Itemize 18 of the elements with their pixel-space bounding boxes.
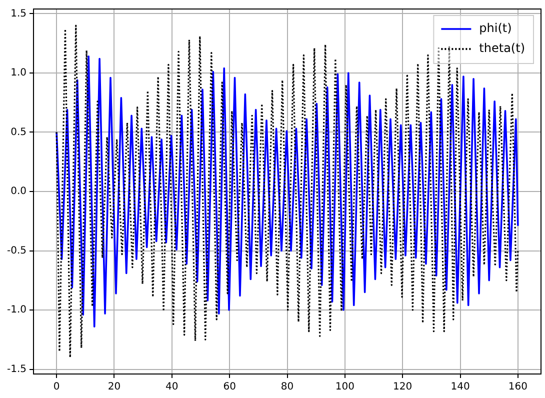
x-tick-label: 0 bbox=[53, 382, 60, 393]
legend-label: theta(t) bbox=[479, 41, 526, 56]
y-tick-label: 0.0 bbox=[10, 186, 27, 198]
y-tick-label: -0.5 bbox=[6, 245, 27, 256]
y-tick-label: 1.0 bbox=[10, 68, 27, 79]
y-tick-label: -1.5 bbox=[6, 364, 27, 375]
x-tick-label: 60 bbox=[223, 382, 236, 393]
x-tick-label: 40 bbox=[166, 382, 178, 393]
x-tick-label: 120 bbox=[393, 382, 412, 393]
legend-label: phi(t) bbox=[479, 21, 512, 36]
x-tick-label: 80 bbox=[280, 382, 294, 393]
x-tick-label: 100 bbox=[335, 382, 354, 393]
x-tick-label: 160 bbox=[508, 382, 528, 393]
x-tick-label: 20 bbox=[108, 382, 121, 393]
y-tick-label: 1.5 bbox=[10, 8, 27, 20]
x-tick-label: 140 bbox=[450, 382, 470, 393]
y-tick-label: -1.0 bbox=[6, 304, 27, 316]
y-tick-label: 0.5 bbox=[10, 126, 27, 138]
